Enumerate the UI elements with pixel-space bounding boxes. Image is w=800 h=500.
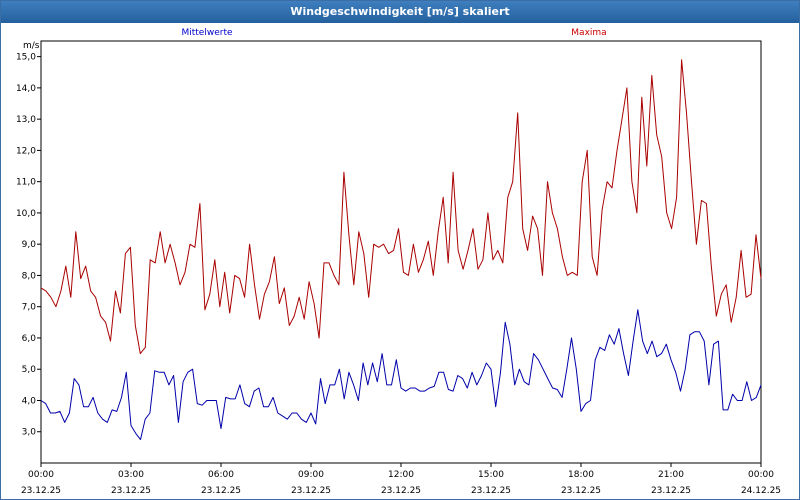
x-tick-time-label: 00:00 xyxy=(748,470,774,480)
x-tick-time-label: 06:00 xyxy=(208,470,234,480)
y-tick-label: 11,0 xyxy=(16,178,36,188)
y-tick-label: 12,0 xyxy=(16,146,36,156)
x-tick-date-label: 23.12.25 xyxy=(111,486,151,496)
y-axis-label: m/s xyxy=(23,41,40,51)
x-tick-time-label: 21:00 xyxy=(658,470,684,480)
series-line-maxima xyxy=(40,59,762,355)
series-line-mittelwerte xyxy=(40,309,762,441)
axes: 3,0 4,0 5,0 6,0 7,0 8,0 9,0 10,0 11,0 12,0 13,0 14,… xyxy=(16,53,781,496)
x-tick-time-label: 15:00 xyxy=(478,470,504,480)
y-tick-label: 8,0 xyxy=(22,271,37,281)
wind-speed-chart: 3,0 4,0 5,0 6,0 7,0 8,0 9,0 10,0 11,0 12,0 13,0 14,… xyxy=(16,28,781,496)
legend-maxima: Maxima xyxy=(571,28,606,38)
x-tick-time-label: 12:00 xyxy=(388,470,414,480)
legend-mittelwerte: Mittelwerte xyxy=(181,28,232,38)
x-tick-date-label: 23.12.25 xyxy=(561,486,601,496)
y-tick-label: 7,0 xyxy=(22,303,37,313)
series-lines xyxy=(40,59,762,441)
y-tick-label: 10,0 xyxy=(16,209,36,219)
x-tick-date-label: 23.12.25 xyxy=(291,486,331,496)
window-title: Windgeschwindigkeit [m/s] skaliert xyxy=(1,1,799,23)
x-tick-time-label: 03:00 xyxy=(118,470,144,480)
x-tick-date-label: 23.12.25 xyxy=(651,486,691,496)
y-tick-label: 5,0 xyxy=(22,365,37,375)
x-tick-date-label: 23.12.25 xyxy=(21,486,61,496)
x-tick-time-label: 09:00 xyxy=(298,470,324,480)
x-tick-date-label: 23.12.25 xyxy=(201,486,241,496)
y-tick-label: 13,0 xyxy=(16,115,36,125)
y-tick-label: 9,0 xyxy=(22,240,37,250)
x-tick-date-label: 23.12.25 xyxy=(471,486,511,496)
y-tick-label: 3,0 xyxy=(22,428,37,438)
y-tick-label: 4,0 xyxy=(22,396,37,406)
x-tick-date-label: 24.12.25 xyxy=(741,486,781,496)
x-tick-time-label: 18:00 xyxy=(568,470,594,480)
y-tick-label: 15,0 xyxy=(16,53,36,63)
x-tick-time-label: 00:00 xyxy=(28,470,54,480)
x-tick-date-label: 23.12.25 xyxy=(381,486,421,496)
y-tick-label: 14,0 xyxy=(16,84,36,94)
y-tick-label: 6,0 xyxy=(22,334,37,344)
